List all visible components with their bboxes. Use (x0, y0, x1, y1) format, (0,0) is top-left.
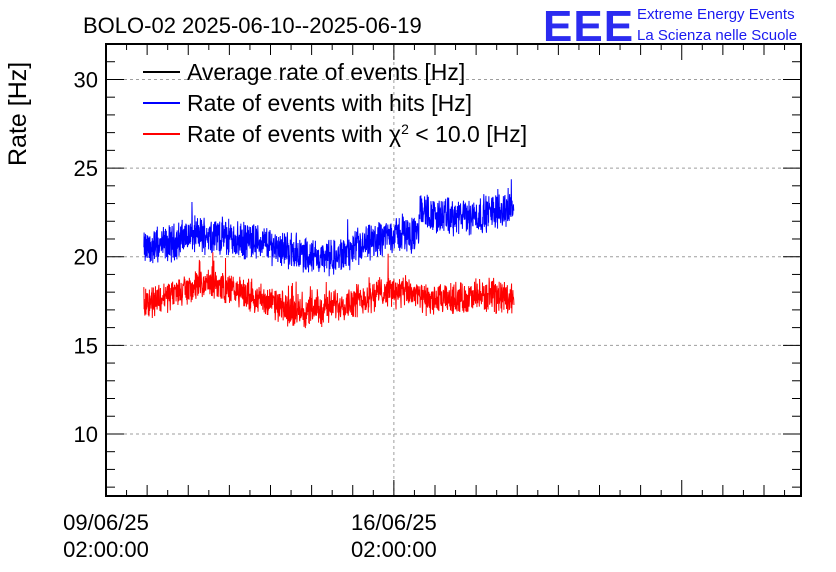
y-tick-label: 20 (74, 245, 98, 270)
series-line-2 (143, 179, 515, 277)
eee-logo-line2: La Scienza nelle Scuole (637, 27, 797, 44)
y-axis-label: Rate [Hz] (4, 62, 32, 166)
y-tick-label: 10 (74, 422, 98, 447)
x-tick-label-time: 02:00:00 (351, 537, 437, 562)
x-tick-label-date: 09/06/25 (63, 510, 149, 535)
series-layer (143, 179, 515, 329)
chart-title: BOLO-02 2025-06-10--2025-06-19 (83, 13, 422, 38)
legend-label-1: Average rate of events [Hz] (187, 59, 465, 85)
legend: Average rate of events [Hz] Rate of event… (143, 59, 527, 147)
axis-ticks (105, 43, 801, 496)
y-tick-labels: 10 15 20 25 30 (74, 67, 98, 447)
grid-lines (105, 44, 801, 496)
legend-label-3: Rate of events with χ2 < 10.0 [Hz] (187, 121, 527, 147)
eee-logo-mark: EEE (543, 2, 634, 51)
legend-label-2: Rate of events with hits [Hz] (187, 90, 472, 116)
y-tick-label: 15 (74, 333, 98, 358)
eee-logo: EEE Extreme Energy Events La Scienza nel… (543, 2, 797, 51)
x-tick-label-time: 02:00:00 (63, 537, 149, 562)
plot-frame (105, 43, 802, 497)
y-tick-label: 30 (74, 67, 98, 92)
x-tick-label-date: 16/06/25 (351, 510, 437, 535)
eee-logo-line1: Extreme Energy Events (637, 6, 795, 23)
y-tick-label: 25 (74, 156, 98, 181)
series-line-3 (143, 252, 515, 329)
